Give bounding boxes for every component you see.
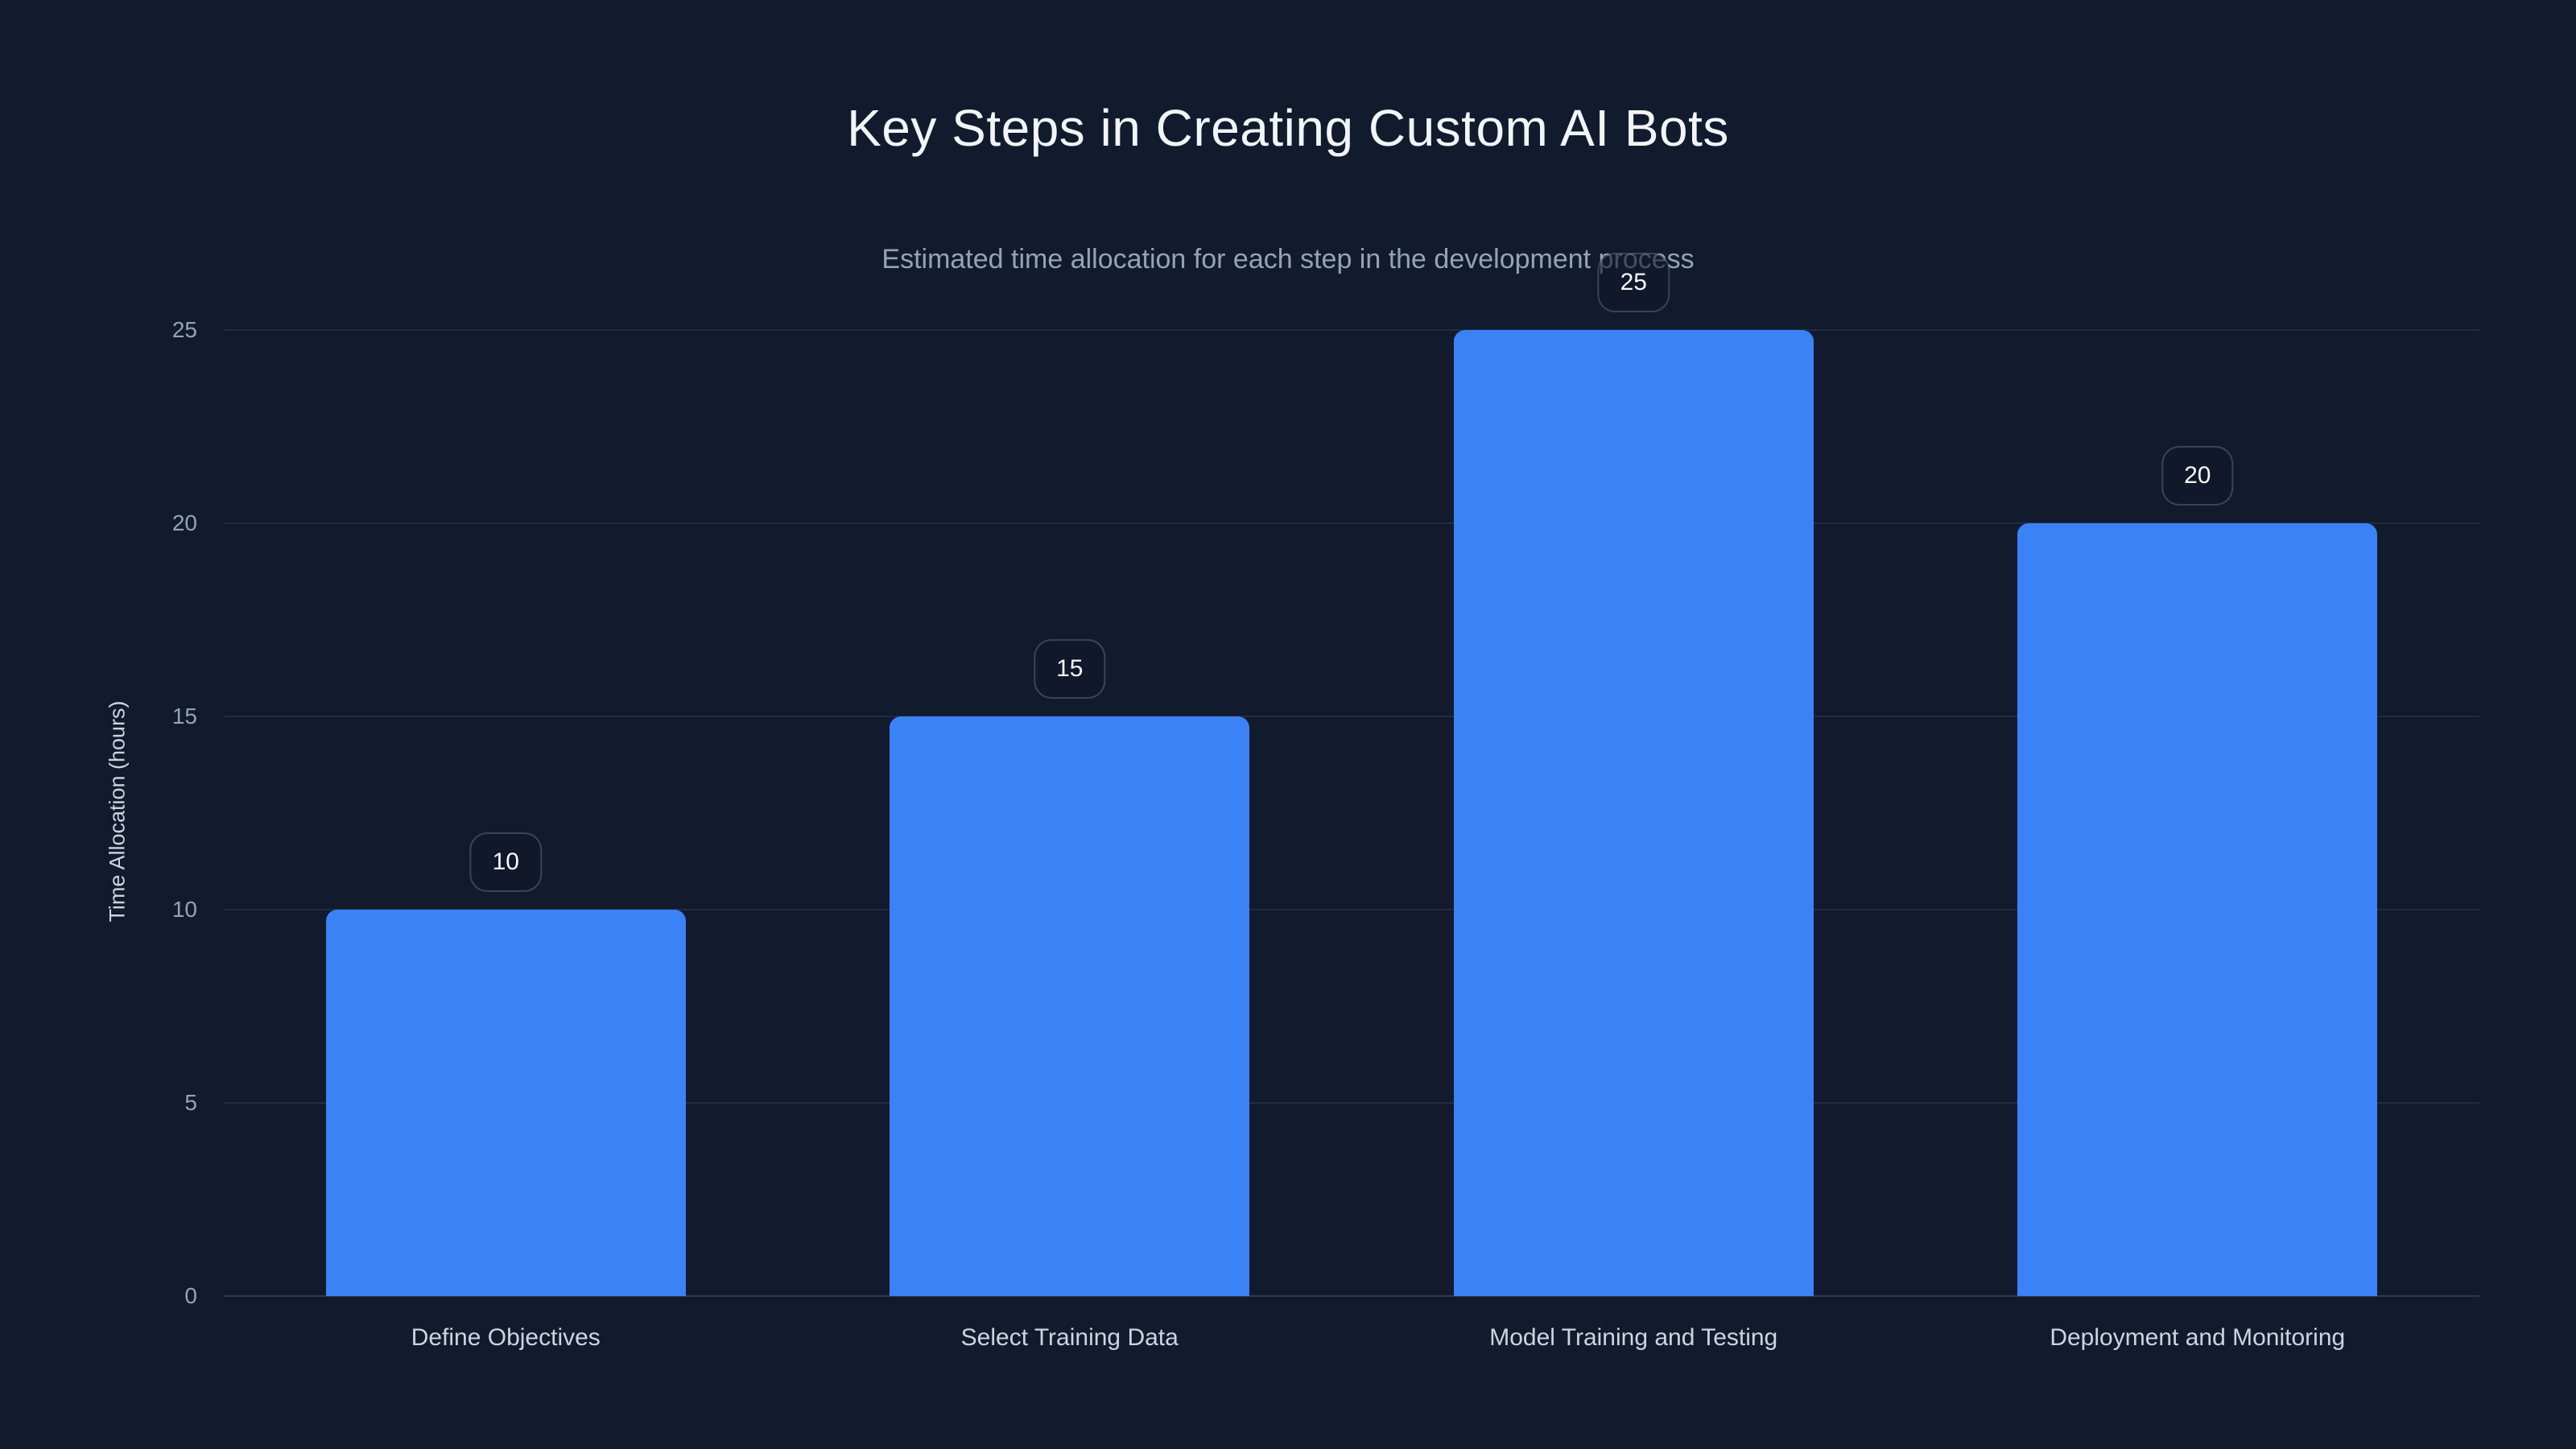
gridline-y-20 [224, 522, 2479, 524]
y-tick-label-0: 0 [184, 1283, 197, 1308]
category-label-4: Deployment and Monitoring [2050, 1324, 2346, 1351]
value-badge-1: 10 [469, 832, 542, 892]
bar-3 [1453, 330, 1814, 1296]
gridline-y-10 [224, 909, 2479, 910]
bar-4 [2017, 523, 2378, 1296]
value-badge-4: 20 [2161, 446, 2234, 506]
chart-title: Key Steps in Creating Custom AI Bots [847, 99, 1729, 157]
y-axis-title: Time Allocation (hours) [105, 700, 130, 923]
chart-subtitle: Estimated time allocation for each step … [881, 244, 1695, 275]
value-badge-3: 25 [1597, 253, 1670, 312]
y-tick-label-10: 10 [171, 897, 197, 922]
gridline-y-5 [224, 1102, 2479, 1104]
gridline-y-25 [224, 329, 2479, 331]
category-label-1: Define Objectives [411, 1324, 601, 1351]
bar-1 [325, 910, 686, 1296]
y-tick-label-20: 20 [171, 510, 197, 535]
y-tick-label-25: 25 [171, 317, 197, 342]
gridline-y-15 [224, 716, 2479, 717]
bar-2 [890, 716, 1250, 1296]
gridline-y-0 [224, 1295, 2479, 1297]
y-tick-label-15: 15 [171, 704, 197, 729]
y-tick-label-5: 5 [184, 1090, 197, 1115]
category-label-2: Select Training Data [960, 1324, 1179, 1351]
value-badge-2: 15 [1034, 639, 1106, 699]
category-label-3: Model Training and Testing [1489, 1324, 1778, 1351]
